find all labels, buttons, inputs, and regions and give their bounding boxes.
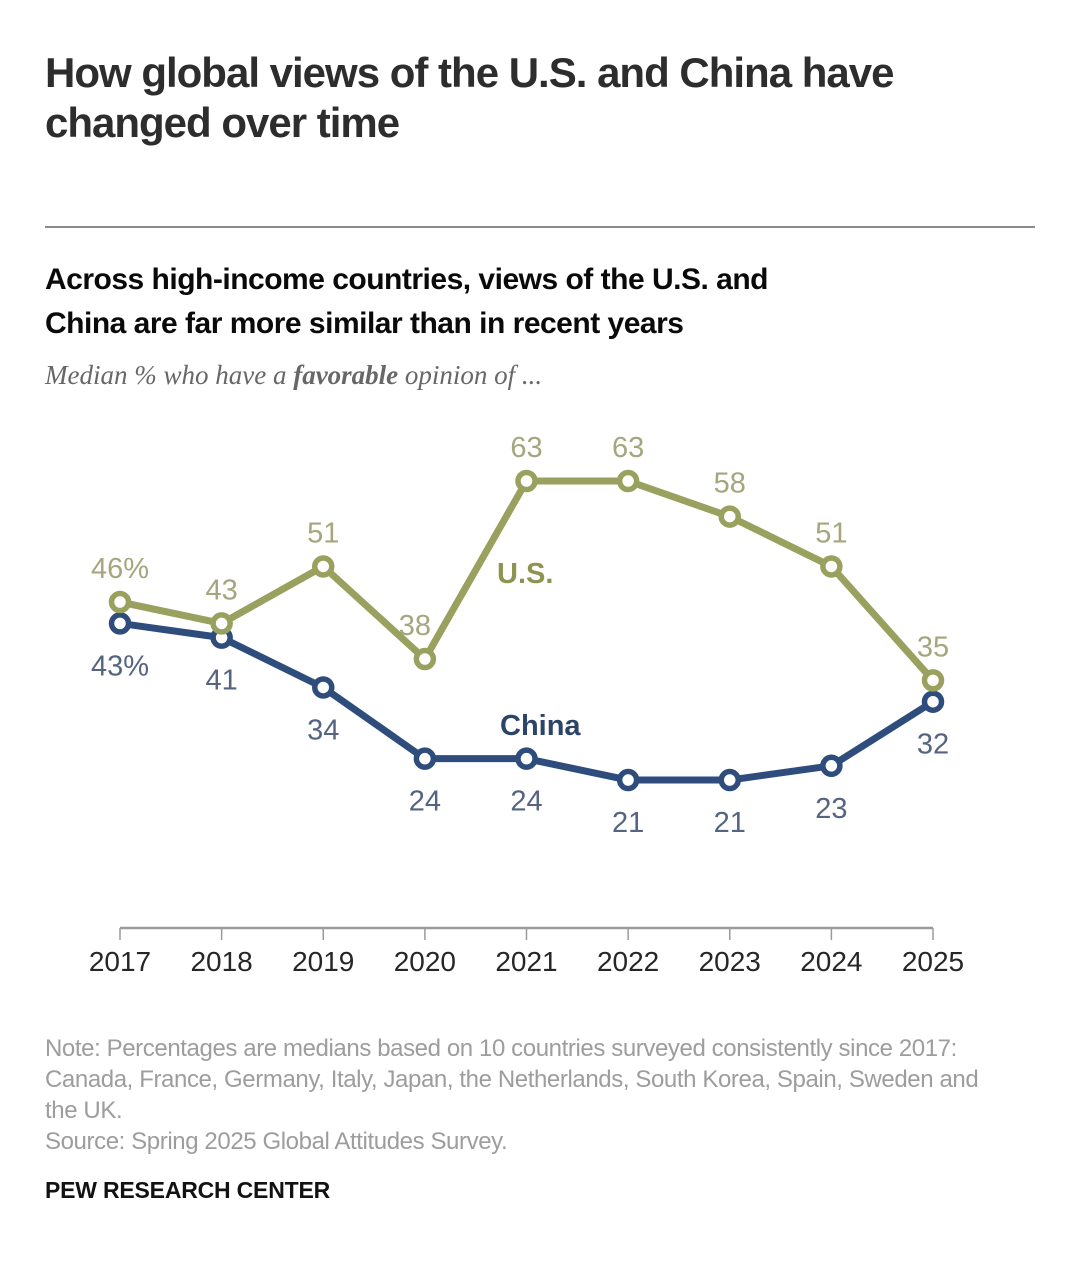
page-title: How global views of the U.S. and China h… bbox=[45, 48, 1035, 148]
x-axis-year-label: 2022 bbox=[597, 946, 659, 977]
us-data-label: 46% bbox=[91, 553, 149, 585]
us-data-point bbox=[515, 469, 538, 493]
china-data-label: 24 bbox=[409, 786, 441, 818]
us-data-point bbox=[210, 612, 233, 635]
page: How global views of the U.S. and China h… bbox=[0, 48, 1080, 1204]
us-data-point bbox=[820, 555, 843, 578]
chart-area: 2017 2018 2019 2020 2021 2022 2023 2024 2025 43% 4… bbox=[0, 413, 1035, 993]
china-data-label: 43% bbox=[91, 650, 149, 682]
us-data-label: 63 bbox=[612, 432, 644, 464]
us-data-point bbox=[108, 590, 132, 614]
x-axis-year-label: 2021 bbox=[495, 946, 557, 977]
chart-heading-line-2: China are far more similar than in recen… bbox=[45, 307, 684, 340]
line-chart-svg: 2017 2018 2019 2020 2021 2022 2023 2024 2025 43% 4… bbox=[89, 432, 964, 977]
china-data-point bbox=[515, 747, 538, 770]
china-data-label: 34 bbox=[307, 714, 339, 746]
us-series-label: U.S. bbox=[497, 558, 553, 590]
source-line: Source: Spring 2025 Global Attitudes Sur… bbox=[45, 1128, 508, 1155]
china-data-point bbox=[108, 612, 132, 635]
china-data-point bbox=[413, 747, 437, 770]
page-title-line-1: How global views of the U.S. and China h… bbox=[45, 49, 894, 96]
chart-subtitle-suffix: opinion of ... bbox=[398, 360, 543, 390]
us-data-label: 43 bbox=[205, 574, 237, 606]
china-data-label: 32 bbox=[917, 729, 949, 761]
chart-subtitle-prefix: Median % who have a bbox=[45, 360, 294, 390]
us-data-point bbox=[413, 647, 437, 671]
us-data-point bbox=[718, 505, 741, 528]
us-data-point bbox=[312, 555, 335, 578]
china-data-point bbox=[616, 768, 640, 792]
x-axis-year-label: 2018 bbox=[190, 946, 252, 977]
us-data-label: 51 bbox=[307, 517, 339, 549]
china-data-point bbox=[312, 676, 335, 699]
divider bbox=[45, 226, 1035, 228]
note-line-1: Note: Percentages are medians based on 1… bbox=[45, 1035, 957, 1062]
china-data-point bbox=[820, 754, 843, 778]
chart-subtitle-emphasis: favorable bbox=[293, 360, 399, 390]
brand-footer: PEW RESEARCH CENTER bbox=[45, 1177, 331, 1203]
x-axis-year-label: 2024 bbox=[800, 946, 862, 977]
us-data-point bbox=[616, 469, 640, 493]
china-data-label: 21 bbox=[714, 807, 746, 839]
chart-heading-line-1: Across high-income countries, views of t… bbox=[45, 263, 768, 296]
us-data-label: 35 bbox=[917, 631, 949, 663]
china-data-label: 23 bbox=[815, 793, 847, 825]
us-data-label: 63 bbox=[510, 432, 542, 464]
us-data-label: 58 bbox=[714, 468, 746, 500]
china-data-label: 21 bbox=[612, 807, 644, 839]
page-title-line-2: changed over time bbox=[45, 99, 400, 146]
china-data-label: 24 bbox=[510, 786, 542, 818]
us-data-label: 38 bbox=[399, 610, 431, 642]
us-data-label: 51 bbox=[815, 517, 847, 549]
chart-heading: Across high-income countries, views of t… bbox=[45, 258, 1035, 346]
x-axis-year-label: 2023 bbox=[699, 946, 761, 977]
china-data-point bbox=[718, 768, 741, 792]
x-axis-year-label: 2019 bbox=[292, 946, 354, 977]
note-line-3: the UK. bbox=[45, 1097, 123, 1124]
chart-note: Note: Percentages are medians based on 1… bbox=[45, 1033, 1035, 1157]
x-axis-year-label: 2025 bbox=[902, 946, 964, 977]
china-data-label: 41 bbox=[205, 665, 237, 697]
x-axis-year-label: 2017 bbox=[89, 946, 151, 977]
x-axis-year-label: 2020 bbox=[394, 946, 456, 977]
note-line-2: Canada, France, Germany, Italy, Japan, t… bbox=[45, 1066, 979, 1093]
us-data-point bbox=[921, 669, 945, 692]
china-series-label: China bbox=[500, 710, 581, 742]
china-data-point bbox=[921, 690, 945, 713]
chart-subtitle: Median % who have a favorable opinion of… bbox=[45, 360, 1035, 391]
